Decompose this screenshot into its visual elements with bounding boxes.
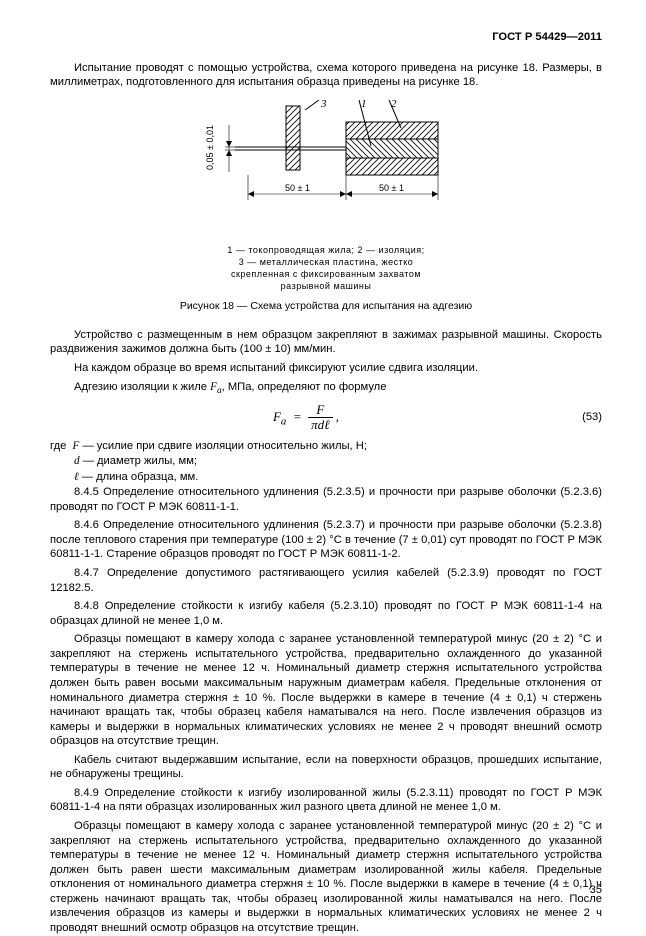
paragraph-845: 8.4.5 Определение относительного удлинен… [50,485,602,514]
paragraph-2: Устройство с размещенным в нем образцом … [50,328,602,357]
paragraph-12: Образцы помещают в камеру холода с заран… [50,819,602,936]
paragraph-3: На каждом образце во время испытаний фик… [50,361,602,376]
formula-numerator: F [308,403,332,418]
document-header: ГОСТ Р 54429—2011 [50,30,602,45]
legend-line-2: 3 — металлическая пластина, жестко [239,257,414,267]
legend-line-1: 1 — токопроводящая жила; 2 — изоляция; [227,245,424,255]
formula-denominator: πdℓ [308,418,332,432]
figure-legend: 1 — токопроводящая жила; 2 — изоляция; 3… [196,244,456,293]
paragraph-intro: Испытание проводят с помощью устройства,… [50,61,602,90]
paragraph-846: 8.4.6 Определение относительного удлинен… [50,518,602,562]
legend-line-4: разрывной машины [281,281,372,291]
page-number: 35 [590,883,602,897]
where-3: ℓ — длина образца, мм. [50,470,602,485]
dim-vertical: 0,05 ± 0,01 [205,125,215,170]
paragraph-9: Образцы помещают в камеру холода с заран… [50,632,602,749]
where-block: где F — усилие при сдвиге изоляции относ… [50,439,602,485]
p4-b: , МПа, определяют по формуле [222,381,387,393]
formula-53: Fa = F πdℓ , (53) [50,403,602,433]
figure-svg: 3 1 2 0,05 ± 0,01 50 ± 1 50 ± 1 [191,100,461,240]
callout-2: 2 [391,100,397,110]
dim-h2: 50 ± 1 [379,183,404,193]
p4-a: Адгезию изоляции к жиле [74,381,210,393]
paragraph-4: Адгезию изоляции к жиле Fa, МПа, определ… [50,380,602,397]
where-2: d — диаметр жилы, мм; [50,454,602,469]
formula-number: (53) [562,410,602,425]
figure-18: 3 1 2 0,05 ± 0,01 50 ± 1 50 ± 1 [50,100,602,314]
paragraph-848: 8.4.8 Определение стойкости к изгибу каб… [50,599,602,628]
paragraph-847: 8.4.7 Определение допустимого растягиваю… [50,566,602,595]
dim-h1: 50 ± 1 [285,183,310,193]
formula-lhs: Fa [273,409,286,424]
figure-caption: Рисунок 18 — Схема устройства для испыта… [50,300,602,314]
page: ГОСТ Р 54429—2011 Испытание проводят с п… [0,0,646,913]
legend-line-3: скрепленная с фиксированным захватом [231,269,421,279]
callout-1: 1 [361,100,367,110]
paragraph-849: 8.4.9 Определение стойкости к изгибу изо… [50,786,602,815]
fa-sym: F [210,381,217,393]
paragraph-10: Кабель считают выдержавшим испытание, ес… [50,753,602,782]
callout-3: 3 [320,100,327,110]
where-1: где F — усилие при сдвиге изоляции относ… [50,439,602,454]
